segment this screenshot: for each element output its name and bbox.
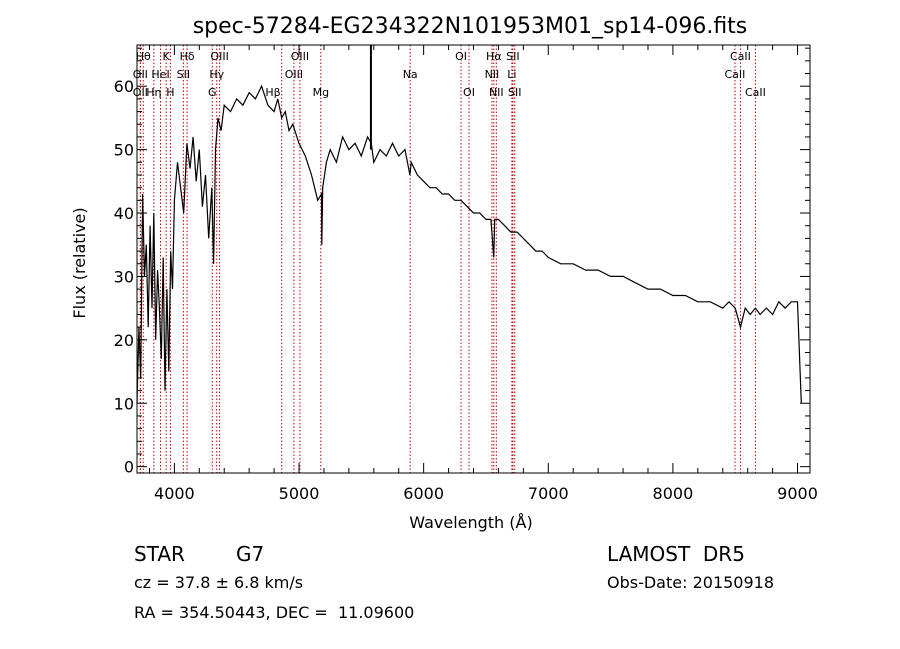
y-tick-label: 0 [124,458,134,477]
y-axis-label: Flux (relative) [70,207,89,318]
line-label: SII [508,86,521,99]
x-axis-label: Wavelength (Å) [409,513,532,532]
plot-frame [136,44,811,474]
line-label: CaII [745,86,766,99]
redshift-cz: cz = 37.8 ± 6.8 km/s [134,573,304,592]
line-label: H [166,86,174,99]
line-label: Hβ [265,86,280,99]
line-label: NII [485,68,500,81]
line-label: Hα [486,50,502,63]
y-tick-label: 50 [114,141,134,160]
line-label: OI [455,50,467,63]
x-tick-label: 9000 [777,484,818,503]
x-tick-label: 8000 [653,484,694,503]
x-tick-label: 5000 [279,484,320,503]
object-subclass: G7 [236,542,265,566]
line-label: Mg [313,86,329,99]
line-label: OI [463,86,475,99]
observation-date: Obs-Date: 20150918 [607,573,775,592]
line-label: G [208,86,217,99]
spectral-line-labels: HθOIIOIIHηHeIKHSIIHδGHγOIIIHβOIIIOIIIMgN… [133,50,766,99]
y-tick-label: 40 [114,204,134,223]
spectrum-line [136,84,802,404]
x-tick-label: 7000 [528,484,569,503]
y-axis-ticks: 0 10 20 30 40 50 60 [114,47,810,477]
line-label: CaII [730,50,751,63]
line-label: OIII [291,50,309,63]
x-tick-label: 6000 [403,484,444,503]
y-tick-label: 10 [114,394,134,413]
y-tick-label: 30 [114,267,134,286]
line-label: Na [403,68,418,81]
line-label: K [163,50,171,63]
x-tick-label: 4000 [154,484,195,503]
line-label: NII [489,86,504,99]
object-class: STAR [134,542,185,566]
line-label: HeI [151,68,169,81]
y-tick-label: 60 [114,77,134,96]
chart-title: spec-57284-EG234322N101953M01_sp14-096.f… [193,14,748,39]
line-label: Hθ [136,50,151,63]
line-label: SII [506,50,519,63]
survey-name: LAMOST DR5 [607,542,745,566]
x-axis-ticks: 4000 5000 6000 7000 8000 9000 [148,45,818,503]
line-label: Hγ [209,68,224,81]
line-label: CaII [725,68,746,81]
line-label: Hδ [180,50,195,63]
line-label: Li [507,68,516,81]
line-label: OIII [210,50,228,63]
spectral-line-markers [139,45,756,473]
line-label: OII [133,68,148,81]
ra-dec: RA = 354.50443, DEC = 11.09600 [134,603,415,622]
line-label: SII [177,68,190,81]
line-label: OIII [285,68,303,81]
line-label: Hη [146,86,161,99]
y-tick-label: 20 [114,331,134,350]
